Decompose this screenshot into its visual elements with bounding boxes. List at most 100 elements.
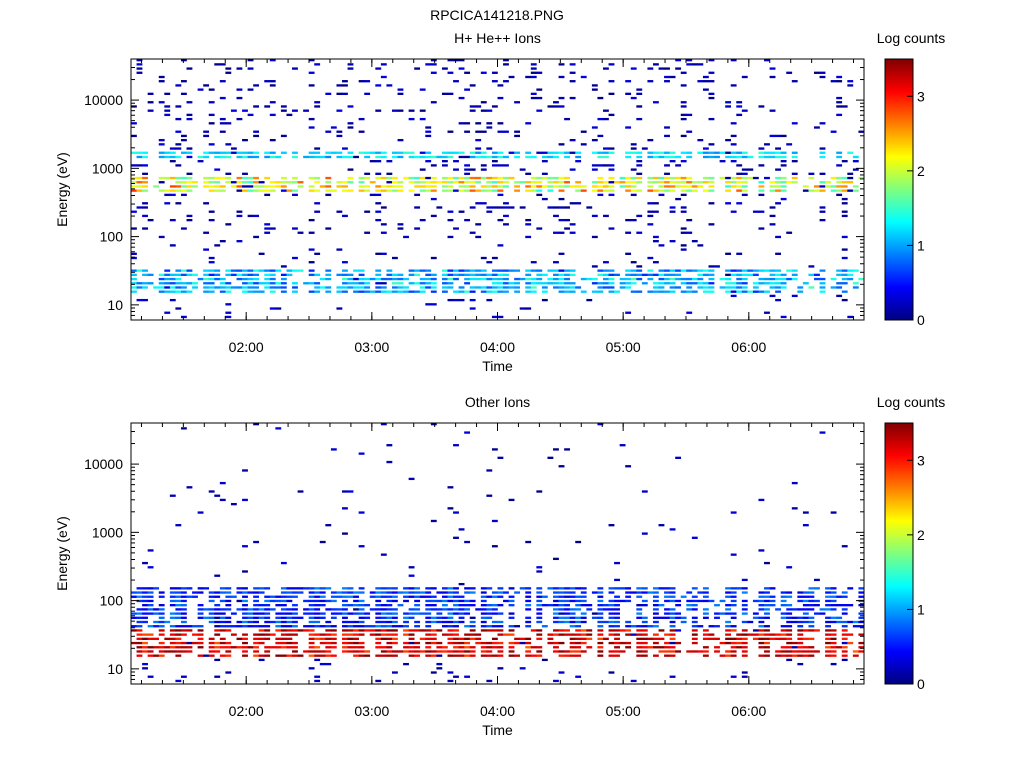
heatmap-cell <box>292 608 298 611</box>
heatmap-cell <box>264 620 271 624</box>
heatmap-cell <box>314 608 321 611</box>
heatmap-cell <box>380 616 387 619</box>
heatmap-cell <box>347 633 354 636</box>
heatmap-cell <box>430 101 437 104</box>
heatmap-cell <box>169 595 176 598</box>
heatmap-cell <box>247 616 254 619</box>
heatmap-cell <box>380 231 387 234</box>
heatmap-cell <box>575 675 582 678</box>
heatmap-cell <box>608 608 615 611</box>
heatmap-cell <box>269 181 276 184</box>
heatmap-cell <box>242 646 248 649</box>
heatmap-cell <box>791 122 798 125</box>
heatmap-cell <box>414 620 421 624</box>
heatmap-cell <box>286 595 293 598</box>
heatmap-cell <box>730 637 737 641</box>
heatmap-cell <box>675 650 682 653</box>
heatmap-cell <box>441 164 448 167</box>
heatmap-cell <box>142 269 148 272</box>
heatmap-cell <box>364 286 371 289</box>
heatmap-cell <box>614 604 620 607</box>
heatmap-cell <box>758 277 765 281</box>
heatmap-cell <box>708 80 715 83</box>
heatmap-cell <box>158 591 165 594</box>
heatmap-cell <box>830 185 837 188</box>
heatmap-cell <box>180 59 187 62</box>
heatmap-cell <box>391 290 398 293</box>
heatmap-cell <box>358 620 365 624</box>
heatmap-cell <box>164 286 171 289</box>
heatmap-cell <box>453 637 459 641</box>
heatmap-cell <box>397 290 404 293</box>
heatmap-cell <box>564 591 570 594</box>
heatmap-cell <box>525 654 532 657</box>
heatmap-cell <box>580 185 587 188</box>
heatmap-cell <box>219 620 226 624</box>
heatmap-cell <box>625 185 632 188</box>
heatmap-cell <box>547 206 554 209</box>
heatmap-cell <box>664 595 670 598</box>
heatmap-cell <box>636 269 643 272</box>
heatmap-cell <box>664 612 670 615</box>
heatmap-cell <box>314 675 321 678</box>
heatmap-cell <box>625 269 632 272</box>
heatmap-cell <box>530 261 537 264</box>
heatmap-cell <box>242 616 248 619</box>
heatmap-cell <box>375 679 382 683</box>
heatmap-cell <box>697 63 704 66</box>
heatmap-cell <box>447 286 454 289</box>
heatmap-cell <box>430 650 437 653</box>
heatmap-cell <box>525 286 532 289</box>
heatmap-cell <box>575 202 582 205</box>
heatmap-cell <box>286 646 293 649</box>
heatmap-cell <box>358 511 365 514</box>
heatmap-cell <box>786 650 793 653</box>
heatmap-cell <box>564 277 570 281</box>
heatmap-cell <box>347 189 354 192</box>
colorbar-tick-label: 1 <box>917 601 925 617</box>
heatmap-cell <box>453 587 459 590</box>
heatmap-cell <box>836 193 843 197</box>
heatmap-cell <box>375 612 382 615</box>
y-axis-label: Energy (eV) <box>54 152 70 227</box>
heatmap-cell <box>636 172 643 175</box>
heatmap-cell <box>391 286 398 289</box>
heatmap-cell <box>342 286 348 289</box>
heatmap-cell <box>447 612 454 615</box>
heatmap-cell <box>219 481 226 485</box>
heatmap-cell <box>503 273 509 277</box>
heatmap-cell <box>652 595 659 598</box>
heatmap-cell <box>580 633 587 636</box>
heatmap-cell <box>480 616 487 619</box>
heatmap-cell <box>186 269 193 272</box>
heatmap-cell <box>686 277 693 281</box>
heatmap-cell <box>808 654 815 657</box>
heatmap-cell <box>575 181 582 184</box>
heatmap-cell <box>569 599 576 603</box>
heatmap-cell <box>258 616 265 619</box>
heatmap-cell <box>675 599 682 603</box>
heatmap-cell <box>702 88 709 91</box>
heatmap-cell <box>358 273 365 277</box>
heatmap-cell <box>430 214 437 218</box>
heatmap-cell <box>641 591 648 594</box>
heatmap-cell <box>180 587 187 590</box>
heatmap-cell <box>664 126 670 129</box>
heatmap-cell <box>841 282 848 285</box>
heatmap-cell <box>314 620 321 624</box>
heatmap-cell <box>253 650 260 653</box>
heatmap-cell <box>564 599 570 603</box>
heatmap-cell <box>380 75 387 79</box>
heatmap-cell <box>769 75 776 79</box>
heatmap-cell <box>358 151 365 154</box>
heatmap-cell <box>758 189 765 192</box>
heatmap-cell <box>236 240 243 243</box>
heatmap-cell <box>736 290 743 293</box>
heatmap-cell <box>608 650 615 653</box>
heatmap-cell <box>664 80 670 83</box>
heatmap-cell <box>375 109 382 112</box>
heatmap-cell <box>736 176 743 180</box>
heatmap-cell <box>603 155 609 159</box>
heatmap-cell <box>208 277 215 281</box>
heatmap-cell <box>347 122 354 125</box>
